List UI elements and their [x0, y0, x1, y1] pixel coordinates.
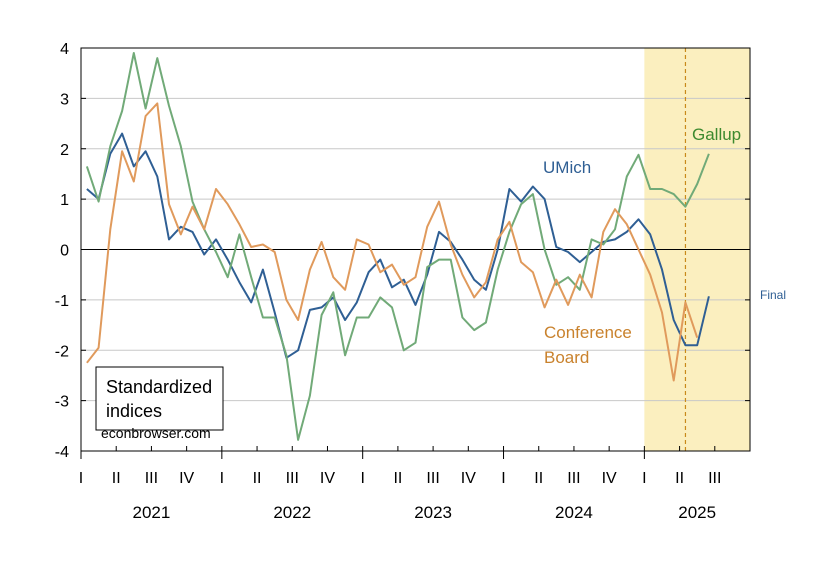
conference-board-label-line2: Board — [544, 348, 589, 367]
year-labels: 2021 2022 2023 2024 2025 — [133, 503, 717, 522]
y-axis-ticks: 4 3 2 1 0 -1 -2 -3 -4 — [55, 41, 750, 461]
source-credit: econbrowser.com — [101, 425, 211, 441]
series-line-conference-board — [86, 102, 699, 382]
conference-board-label-line1: Conference — [544, 323, 632, 342]
y-tick-label: -3 — [55, 394, 69, 411]
x-quarter-label: II — [675, 470, 684, 487]
x-axis-ticks: I II III IV I II III IV I II III IV I II III IV I II III — [79, 446, 751, 487]
x-quarter-label: IV — [320, 470, 335, 487]
y-tick-label: -1 — [55, 293, 69, 310]
x-quarter-label: II — [534, 470, 543, 487]
y-tick-label: -4 — [55, 444, 69, 461]
y-tick-label: 0 — [60, 243, 69, 260]
x-quarter-label: IV — [179, 470, 194, 487]
y-tick-label: 4 — [60, 41, 69, 58]
x-quarter-label: II — [112, 470, 121, 487]
x-quarter-label: III — [286, 470, 299, 487]
y-tick-label: -2 — [55, 343, 69, 360]
x-quarter-label: I — [501, 470, 505, 487]
x-quarter-label: I — [79, 470, 83, 487]
gallup-series-label: Gallup — [692, 125, 741, 144]
year-label: 2025 — [678, 503, 716, 522]
x-quarter-label: III — [426, 470, 439, 487]
x-quarter-label: III — [567, 470, 580, 487]
y-tick-label: 3 — [60, 91, 69, 108]
series-lines-layer — [85, 52, 710, 441]
legend-text-line2: indices — [106, 401, 162, 421]
y-tick-label: 2 — [60, 142, 69, 159]
x-quarter-label: III — [708, 470, 721, 487]
year-label: 2022 — [273, 503, 311, 522]
x-quarter-label: IV — [461, 470, 476, 487]
legend-box — [95, 366, 224, 431]
legend-text-line1: Standardized — [106, 377, 212, 397]
x-quarter-label: I — [360, 470, 364, 487]
year-label: 2024 — [555, 503, 593, 522]
x-quarter-label: II — [253, 470, 262, 487]
umich-series-label: UMich — [543, 158, 591, 177]
x-quarter-label: III — [145, 470, 158, 487]
y-tick-label: 1 — [60, 192, 69, 209]
x-quarter-label: I — [220, 470, 224, 487]
x-quarter-label: IV — [602, 470, 617, 487]
x-quarter-label: I — [642, 470, 646, 487]
year-label: 2021 — [133, 503, 171, 522]
x-quarter-label: II — [393, 470, 402, 487]
series-line-gallup — [85, 52, 710, 441]
final-note-label: Final — [760, 288, 786, 302]
year-label: 2023 — [414, 503, 452, 522]
